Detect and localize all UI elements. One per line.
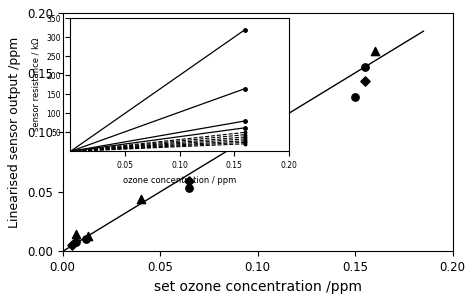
Point: [186, 179, 193, 184]
Point: [69, 243, 76, 248]
Point: [73, 239, 80, 244]
Point: [195, 138, 203, 143]
Point: [82, 237, 90, 242]
Point: [137, 197, 145, 201]
Point: [371, 49, 378, 54]
Point: [254, 122, 262, 127]
Point: [361, 79, 369, 84]
Point: [84, 233, 92, 238]
Point: [351, 94, 359, 99]
Point: [186, 186, 193, 191]
Point: [361, 65, 369, 69]
X-axis label: set ozone concentration /ppm: set ozone concentration /ppm: [154, 280, 362, 294]
Point: [73, 231, 80, 236]
Point: [273, 112, 281, 117]
Y-axis label: Linearised sensor output /ppm: Linearised sensor output /ppm: [9, 37, 21, 228]
Point: [264, 123, 271, 128]
